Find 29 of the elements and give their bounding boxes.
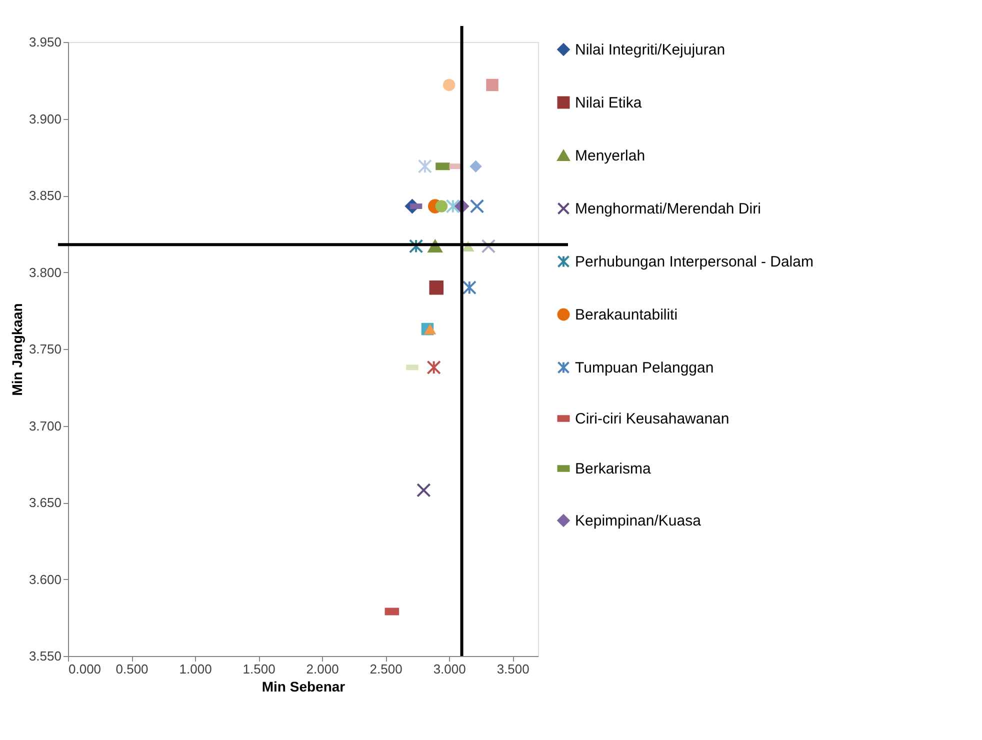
legend-label: Perhubungan Interpersonal - Dalam [575, 254, 814, 270]
x-tick-label: 0.000 [68, 662, 102, 676]
y-tick-label: 3.900 [28, 111, 62, 126]
legend-label: Nilai Etika [575, 94, 642, 112]
legend-label: Kepimpinan/Kuasa [575, 512, 702, 530]
y-tick-label: 3.650 [28, 495, 62, 510]
y-tick-label: 3.700 [28, 418, 62, 434]
legend-label: Menghormati/Merendah Diri [575, 200, 761, 218]
x-tick-label: 2.000 [306, 662, 339, 676]
legend-label: Nilai Integriti/Kejujuran [575, 42, 726, 58]
legend-label: Berkarisma [575, 460, 652, 478]
y-tick-label: 3.550 [28, 648, 62, 664]
x-tick-label: 3.500 [496, 662, 530, 676]
x-tick-label: 1.500 [242, 662, 276, 676]
y-axis-title: Min Jangkaan [8, 303, 25, 396]
x-tick-label: 3.000 [433, 662, 466, 676]
legend-label: Menyerlah [575, 148, 646, 164]
legend-label: Ciri-ciri Keusahawanan [575, 410, 730, 428]
y-tick-label: 3.600 [28, 572, 62, 587]
x-tick-label: 2.500 [370, 662, 402, 676]
legend-label: Tumpuan Pelanggan [575, 360, 714, 376]
legend-label: Berakauntabiliti [575, 306, 678, 324]
x-tick-label: 1.000 [179, 662, 212, 676]
y-tick-label: 3.850 [28, 188, 62, 203]
x-tick-label: 0.500 [116, 662, 148, 676]
y-tick-label: 3.750 [28, 342, 62, 356]
x-axis-title: Min Sebenar [262, 678, 346, 694]
y-tick-label: 3.950 [28, 34, 62, 50]
y-tick-label: 3.800 [28, 264, 62, 280]
